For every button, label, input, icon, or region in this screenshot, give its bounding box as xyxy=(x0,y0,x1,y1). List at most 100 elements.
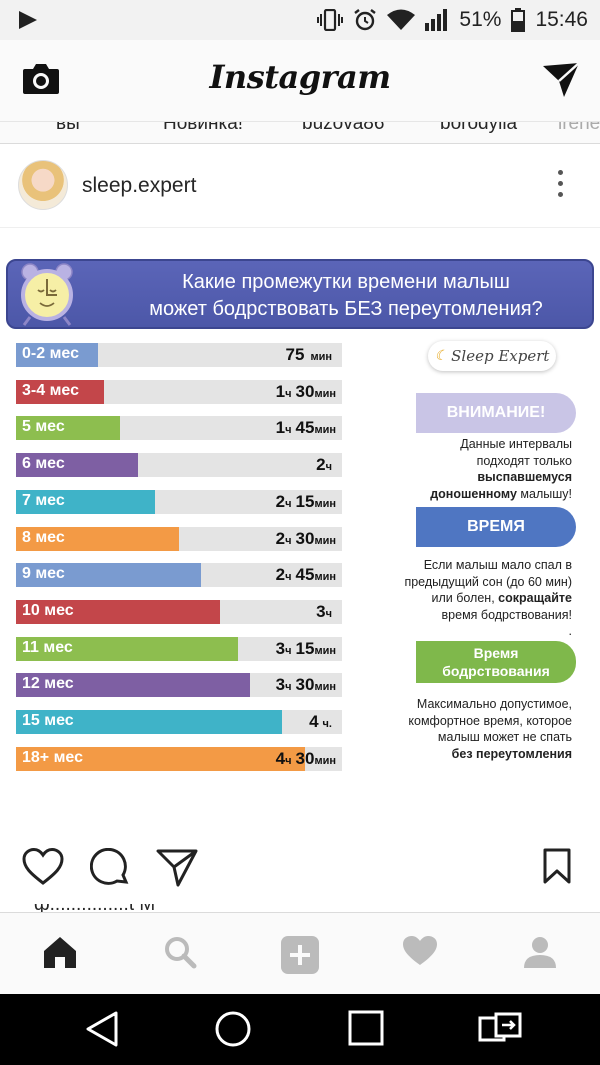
note-line: малышу! xyxy=(516,486,572,501)
stories-strip[interactable]: вы Новинка! buzova86 borodylia irene xyxy=(0,122,600,144)
awake-label-line: бодрствования xyxy=(442,663,550,679)
profile-icon[interactable] xyxy=(523,935,557,969)
post-actions xyxy=(0,840,600,900)
age-row: 8 мес 2ч 30мин xyxy=(16,526,342,551)
duration-part: 3 xyxy=(275,675,286,695)
battery-percent: 51% xyxy=(459,8,502,31)
activity-heart-icon[interactable] xyxy=(402,935,438,967)
duration-part: 4 xyxy=(309,712,319,731)
duration-part: мин xyxy=(314,571,336,584)
duration-part: мин xyxy=(314,387,336,400)
direct-message-icon[interactable] xyxy=(542,62,580,98)
avatar[interactable] xyxy=(18,160,68,210)
age-row: 18+ мес 4ч 30мин xyxy=(16,746,342,771)
sleep-expert-logo: ☾ Sleep Expert xyxy=(428,341,556,371)
banner-title-line: может бодрствовать БЕЗ переутомления? xyxy=(149,298,543,320)
age-label: 12 мес xyxy=(22,675,74,693)
awake-duration: 2ч xyxy=(316,455,336,475)
age-row: 3-4 мес 1ч 30мин xyxy=(16,379,342,404)
story-label[interactable]: borodylia xyxy=(440,122,518,134)
home-icon[interactable] xyxy=(42,935,78,969)
age-row: 5 мес 1ч 45мин xyxy=(16,416,342,441)
duration-part: ч xyxy=(285,681,292,694)
duration-part: 75 xyxy=(285,345,305,364)
age-row: 15 мес 4 ч. xyxy=(16,710,342,734)
note-line: малыш может не спать xyxy=(437,730,572,744)
duration-part: ч. xyxy=(322,718,332,730)
status-bar: 51% 15:46 xyxy=(0,0,600,40)
story-label[interactable]: irene xyxy=(558,122,600,134)
note-line: Данные интервалы xyxy=(460,437,572,451)
duration-part: 4 xyxy=(275,748,286,768)
age-row-bar xyxy=(16,563,202,588)
note-line: комфортное время, которое xyxy=(408,713,572,728)
age-row-bar xyxy=(16,416,121,441)
post-image[interactable]: Какие промежутки времени малыш может бод… xyxy=(0,229,600,829)
duration-part: мин xyxy=(314,754,336,767)
duration-part: 1 xyxy=(275,381,286,401)
duration-part: мин xyxy=(310,351,332,363)
alarm-clock-icon xyxy=(21,263,73,326)
more-options-icon[interactable] xyxy=(558,170,564,203)
age-row-bar xyxy=(16,453,139,478)
age-row-bar xyxy=(16,379,105,404)
story-label[interactable]: Новинка! xyxy=(163,122,244,134)
signal-icon xyxy=(425,9,448,31)
duration-part: мин xyxy=(314,644,336,657)
note-line: предыдущий сон (до 60 мин) xyxy=(404,574,572,589)
clock-time: 15:46 xyxy=(535,8,588,31)
recents-icon[interactable] xyxy=(348,1010,384,1046)
screen-rotate-icon[interactable] xyxy=(478,1010,522,1048)
wifi-icon xyxy=(387,9,416,30)
search-icon[interactable] xyxy=(163,935,197,969)
note-line: без переутомления xyxy=(451,746,572,761)
age-label: 10 мес xyxy=(22,601,74,619)
awake-duration: 3ч 30мин xyxy=(276,675,336,695)
back-icon[interactable] xyxy=(84,1010,120,1048)
age-label: 11 мес xyxy=(22,638,73,656)
age-label: 8 мес xyxy=(22,528,65,546)
attention-note: Данные интервалы подходят только выспавш… xyxy=(372,436,572,502)
share-icon[interactable] xyxy=(156,848,198,888)
duration-part: 2 xyxy=(275,491,286,511)
like-heart-icon[interactable] xyxy=(22,848,64,886)
system-navigation-bar xyxy=(0,994,600,1065)
duration-part: 45 xyxy=(295,565,315,585)
awake-label-line: Время xyxy=(473,645,519,661)
age-row: 7 мес 2ч 15мин xyxy=(16,489,342,514)
note-line: Если малыш мало спал в xyxy=(423,558,572,572)
post-username[interactable]: sleep.expert xyxy=(82,174,197,197)
duration-part: 30 xyxy=(295,675,315,695)
story-label[interactable]: вы xyxy=(56,122,80,134)
post-caption: ф...............t M xyxy=(0,904,600,914)
infographic-banner: Какие промежутки времени малыш может бод… xyxy=(6,259,594,329)
duration-part: мин xyxy=(314,497,336,510)
duration-part: 15 xyxy=(295,491,315,511)
note-line: время бодрствования! xyxy=(441,607,572,622)
duration-part: 30 xyxy=(295,748,315,768)
age-row-bar xyxy=(16,673,250,698)
duration-part: 30 xyxy=(295,381,315,401)
note-line: сокращайте xyxy=(498,591,572,605)
age-row-bar xyxy=(16,746,305,771)
duration-part: 2 xyxy=(316,455,326,475)
bookmark-icon[interactable] xyxy=(543,848,571,884)
add-post-icon[interactable] xyxy=(280,935,320,975)
duration-part: 2 xyxy=(275,565,286,585)
story-label[interactable]: buzova86 xyxy=(302,122,385,134)
awake-duration: 4ч 30мин xyxy=(276,749,336,769)
caption-text: ф...............t M xyxy=(34,904,155,914)
duration-part: мин xyxy=(314,681,336,694)
duration-part: ч xyxy=(285,424,292,437)
duration-part: ч xyxy=(325,607,332,620)
alarm-icon xyxy=(354,9,377,31)
camera-icon[interactable] xyxy=(22,63,60,95)
age-row: 9 мес 2ч 45мин xyxy=(16,563,342,588)
age-row-bar xyxy=(16,489,155,514)
home-button-icon[interactable] xyxy=(214,1010,252,1048)
duration-part: мин xyxy=(314,534,336,547)
comment-icon[interactable] xyxy=(90,848,130,888)
duration-part: ч xyxy=(285,644,292,657)
note-line: выспавшемуся xyxy=(477,470,572,484)
awake-duration: 2ч 15мин xyxy=(276,492,336,512)
